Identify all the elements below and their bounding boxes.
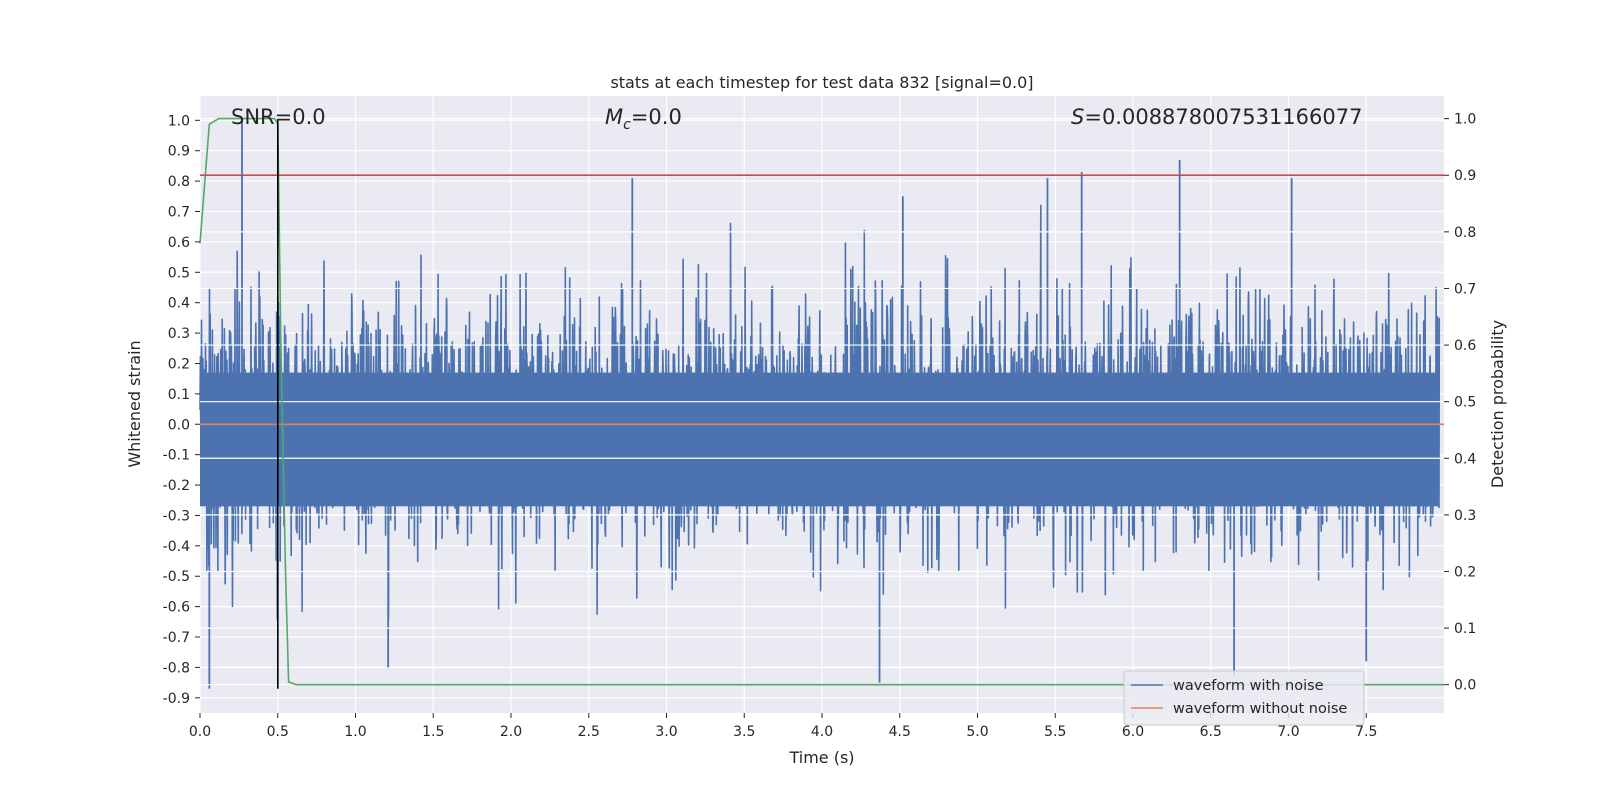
legend-label-without-noise: waveform without noise: [1173, 701, 1347, 717]
y-tick-label: 1.0: [168, 113, 190, 129]
x-tick-label: 4.0: [811, 724, 833, 740]
y2-tick-label: 1.0: [1454, 112, 1476, 128]
y-tick-label: -0.8: [163, 660, 190, 676]
chirp-mass-subscript: c: [623, 117, 631, 133]
y-tick-label: 0.7: [168, 204, 190, 220]
y-tick-label: 0.6: [168, 235, 190, 251]
x-tick-label: 1.5: [422, 724, 444, 740]
y-tick-label: -0.7: [163, 630, 190, 646]
score-annotation: S=0.008878007531166077: [1071, 105, 1362, 129]
x-axis-label: Time (s): [788, 748, 854, 767]
chirp-mass-symbol: M: [605, 105, 623, 129]
legend-box: [1123, 670, 1365, 726]
y2-tick-label: 0.5: [1454, 395, 1476, 411]
x-tick-label: 3.0: [655, 724, 677, 740]
y2-axis-label: Detection probability: [1488, 320, 1507, 488]
y2-tick-label: 0.0: [1454, 678, 1476, 694]
y-tick-label: 0.3: [168, 326, 190, 342]
y2-tick-label: 0.2: [1454, 564, 1476, 580]
y2-tick-label: 0.3: [1454, 508, 1476, 524]
y-tick-label: 0.9: [168, 144, 190, 160]
y-tick-label: -0.2: [163, 478, 190, 494]
y-tick-label: -0.1: [163, 448, 190, 464]
y2-tick-label: 0.9: [1454, 168, 1476, 184]
y2-tick-label: 0.7: [1454, 281, 1476, 297]
y-axis-label: Whitened strain: [125, 340, 144, 467]
chart-title: stats at each timestep for test data 832…: [610, 73, 1033, 92]
y-tick-label: -0.6: [163, 600, 190, 616]
y-tick-label: 0.5: [168, 265, 190, 281]
legend-label-with-noise: waveform with noise: [1173, 678, 1324, 694]
axes-layer: 0.0 0.5 1.0 1.5 2.0 2.5 3.0 3.5 4.0 4.5 5.0 5.5 6.0 6…: [163, 112, 1477, 740]
lines-layer: [199, 117, 1444, 689]
snr-annotation: SNR=0.0: [231, 105, 326, 129]
score-symbol: S: [1071, 105, 1084, 129]
waveform-with-noise-layer: [199, 120, 1441, 689]
score-value: =0.008878007531166077: [1084, 105, 1362, 129]
y2-tick-label: 0.4: [1454, 451, 1476, 467]
y-tick-label: -0.5: [163, 569, 190, 585]
chirp-mass-value: =0.0: [631, 105, 682, 129]
x-tick-label: 2.5: [578, 724, 600, 740]
y-tick-label: -0.9: [163, 691, 190, 707]
y2-tick-label: 0.8: [1454, 225, 1476, 241]
y2-tick-label: 0.1: [1454, 621, 1476, 637]
y-tick-label: 0.0: [168, 417, 190, 433]
x-tick-label: 5.5: [1044, 724, 1066, 740]
x-tick-label: 6.5: [1200, 724, 1222, 740]
y-tick-label: -0.4: [163, 539, 190, 555]
x-tick-label: 0.0: [189, 724, 211, 740]
waveform-dense-band: [200, 372, 1440, 507]
y-tick-label: 0.1: [168, 387, 190, 403]
x-tick-label: 4.5: [889, 724, 911, 740]
x-tick-label: 0.5: [267, 724, 289, 740]
y-tick-label: 0.2: [168, 356, 190, 372]
x-tick-label: 1.0: [344, 724, 366, 740]
x-tick-label: 6.0: [1122, 724, 1144, 740]
y-tick-label: 0.4: [168, 296, 190, 312]
x-tick-label: 5.0: [966, 724, 988, 740]
chirp-mass-annotation: Mc=0.0: [605, 105, 682, 133]
legend: waveform with noise waveform without noi…: [1123, 670, 1365, 726]
x-tick-label: 2.0: [500, 724, 522, 740]
y-tick-label: -0.3: [163, 508, 190, 524]
y-tick-label: 0.8: [168, 174, 190, 190]
x-tick-label: 3.5: [733, 724, 755, 740]
series-line-2: [199, 117, 1444, 686]
y2-tick-label: 0.6: [1454, 338, 1476, 354]
x-tick-label: 7.5: [1355, 724, 1377, 740]
x-tick-label: 7.0: [1277, 724, 1299, 740]
